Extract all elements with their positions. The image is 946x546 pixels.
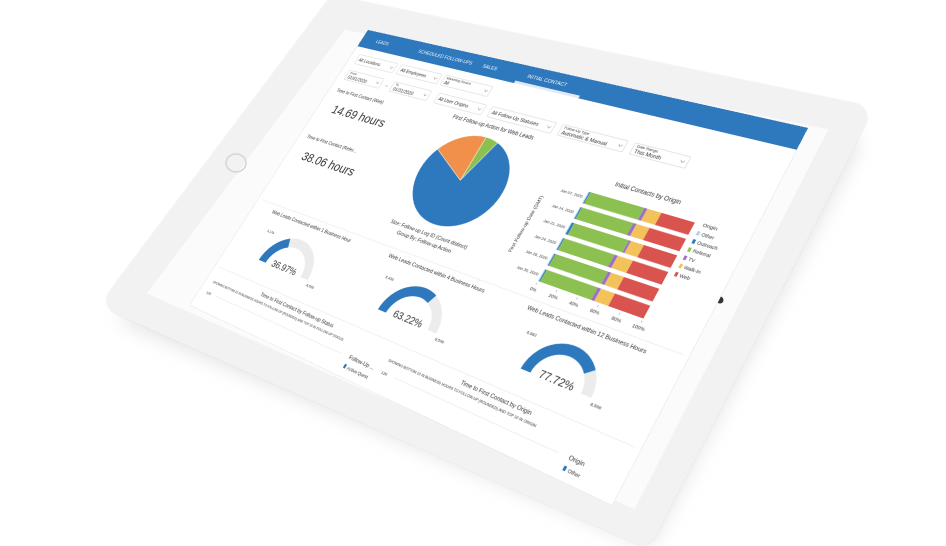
gauge-end: 8,598 [305,282,316,290]
kpi-value: 38.06 hours [298,151,357,180]
x-tick-label: 0% [529,286,538,294]
axis-tick: 12K [380,369,389,377]
arrow: → [383,82,390,88]
gauge-value: 63.22% [390,307,425,330]
chart-title: Web Leads Contacted within 4 Business Ho… [387,252,486,294]
y-tick-label: Jan 24, 2020 [533,233,558,245]
chart-title: Web Leads Contacted within 1 Business Ho… [271,209,354,244]
x-tick-label: 80% [610,315,622,324]
tick-mark [556,290,557,292]
y-tick-label: Jan 14, 2020 [551,203,576,215]
gauge-end: 8,598 [434,336,446,345]
gauge-value: 36.97% [269,258,300,278]
legend-label: Other [700,232,717,242]
gauge-end: 8,598 [589,401,603,412]
tick-mark [619,313,620,315]
legend-title: Origin [567,453,587,468]
tick-mark [576,297,577,299]
gauge-start: 6,682 [526,329,539,338]
legend-label: Web [678,273,691,282]
legend-label: Other [566,468,583,480]
axis-tick: 12K [205,290,213,297]
tick-mark [597,305,598,307]
kpi-value: 14.69 hours [328,104,387,130]
tick-mark [641,321,642,323]
legend-title: Origin [701,222,718,232]
x-tick-label: 20% [547,292,559,301]
gauge-start: 5,436 [384,274,395,282]
x-tick-label: 40% [568,300,580,309]
x-tick-label: 60% [589,307,601,316]
x-tick-label: 100% [631,323,646,333]
y-tick-label: Jan 30, 2020 [516,264,541,277]
gauge-start: 3,176 [266,228,276,235]
gauge-value: 77.72% [536,367,578,394]
kpi-label: Time to First Contact (Refer... [306,133,359,154]
y-tick-label: Jan 21, 2020 [542,218,567,230]
legend-label: TV [687,256,697,264]
kpi-label: Time to First Contact (Web) [335,87,385,105]
y-tick-label: Jan 28, 2020 [525,249,550,262]
y-tick-label: Jan 07, 2020 [560,188,585,199]
y-axis-label: First Follow-up Date (GMT) [507,195,544,253]
tick-mark [536,283,537,285]
